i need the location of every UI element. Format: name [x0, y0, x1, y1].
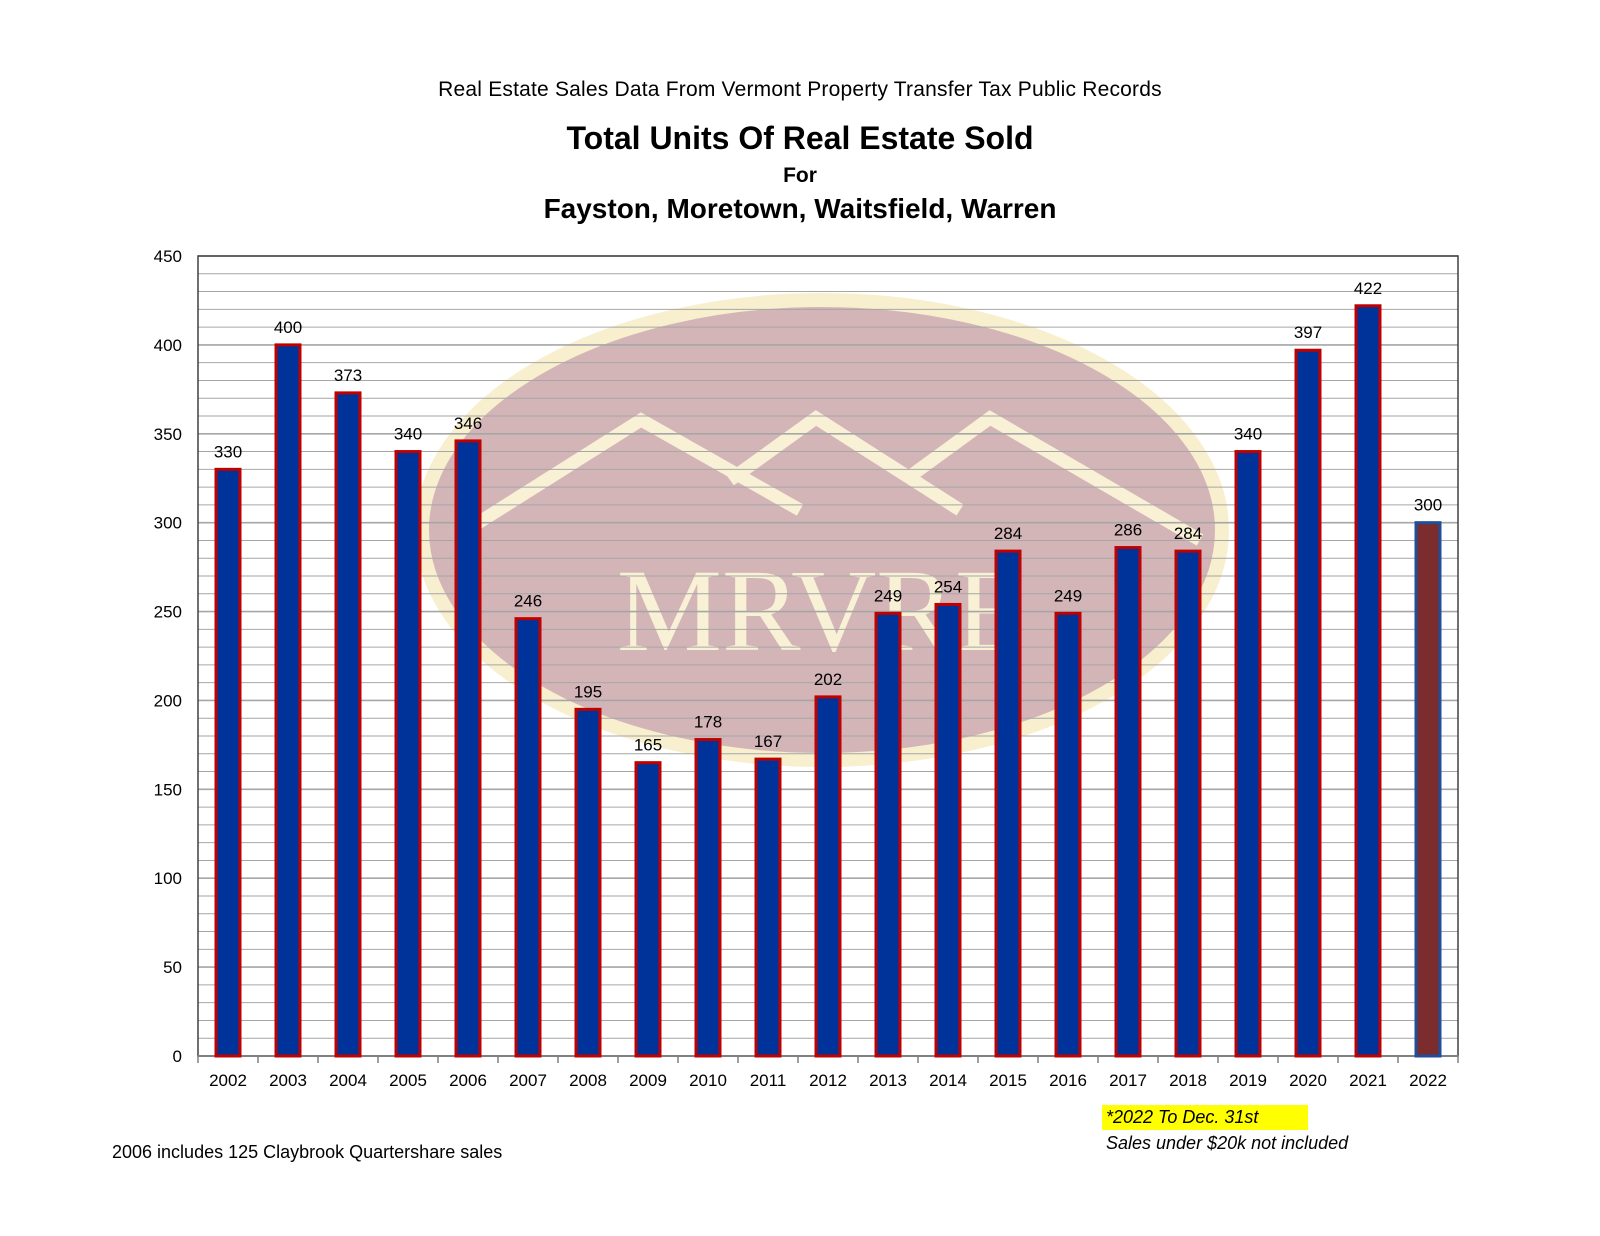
- x-tick-label-2014: 2014: [929, 1071, 967, 1090]
- x-tick-label-2002: 2002: [209, 1071, 247, 1090]
- data-labels: 330 400 373 340 346 246 195 165 178 167 202 249 254 2…: [214, 279, 1442, 755]
- bar-2013: [874, 611, 902, 1058]
- x-tick-label-2009: 2009: [629, 1071, 667, 1090]
- bar-2005: [394, 450, 422, 1058]
- data-label-2016: 249: [1054, 586, 1082, 605]
- data-label-2009: 165: [634, 736, 662, 755]
- x-tick-label-2016: 2016: [1049, 1071, 1087, 1090]
- chart-subtitle-for: For: [783, 164, 817, 187]
- watermark-oval: [415, 293, 1229, 767]
- y-tick-label-50: 50: [163, 958, 182, 977]
- data-label-2019: 340: [1234, 425, 1262, 444]
- y-tick-label-100: 100: [154, 869, 182, 888]
- mrvre-watermark-logo: MRVRE: [415, 293, 1229, 767]
- x-tick-label-2007: 2007: [509, 1071, 547, 1090]
- bar-2004: [334, 391, 362, 1058]
- y-tick-label-400: 400: [154, 336, 182, 355]
- bar-2009: [634, 761, 662, 1058]
- bar-2014: [934, 602, 962, 1058]
- bar-2006: [454, 439, 482, 1058]
- y-tick-label-150: 150: [154, 780, 182, 799]
- bar-2019: [1234, 450, 1262, 1058]
- x-tick-label-2011: 2011: [750, 1071, 787, 1090]
- claybrook-note: 2006 includes 125 Claybrook Quartershare…: [112, 1142, 503, 1162]
- data-label-2012: 202: [814, 670, 842, 689]
- x-tick-label-2004: 2004: [329, 1071, 367, 1090]
- x-tick-label-2008: 2008: [569, 1071, 607, 1090]
- bar-2018: [1174, 549, 1202, 1058]
- bar-2021: [1354, 304, 1382, 1058]
- x-tick-label-2022: 2022: [1409, 1071, 1447, 1090]
- x-tick-label-2015: 2015: [989, 1071, 1027, 1090]
- data-label-2004: 373: [334, 366, 362, 385]
- bar-2008: [574, 707, 602, 1058]
- watermark-text: MRVRE: [617, 545, 1027, 676]
- data-label-2008: 195: [574, 682, 602, 701]
- bar-2020: [1294, 348, 1322, 1058]
- data-label-2005: 340: [394, 425, 422, 444]
- bar-2007: [514, 617, 542, 1058]
- watermark-mountains-icon: [466, 410, 1204, 546]
- bars: [214, 304, 1442, 1058]
- data-label-2018: 284: [1174, 524, 1202, 543]
- chart-subtitle-towns: Fayston, Moretown, Waitsfield, Warren: [543, 193, 1057, 224]
- period-note: *2022 To Dec. 31st: [1102, 1105, 1308, 1130]
- bar-2016: [1054, 611, 1082, 1058]
- data-label-2007: 246: [514, 592, 542, 611]
- y-tick-label-250: 250: [154, 603, 182, 622]
- x-tick-label-2005: 2005: [389, 1071, 427, 1090]
- x-tick-label-2018: 2018: [1169, 1071, 1207, 1090]
- data-label-2022: 300: [1414, 496, 1442, 515]
- x-tick-label-2010: 2010: [689, 1071, 727, 1090]
- bar-2011: [754, 757, 782, 1058]
- data-label-2013: 249: [874, 586, 902, 605]
- x-tick-label-2021: 2021: [1349, 1071, 1387, 1090]
- data-label-2010: 178: [694, 713, 722, 732]
- data-label-2011: 167: [754, 732, 782, 751]
- chart-title: Total Units Of Real Estate Sold: [566, 120, 1034, 156]
- y-tick-label-0: 0: [173, 1047, 182, 1066]
- data-label-2015: 284: [994, 524, 1022, 543]
- y-tick-label-350: 350: [154, 425, 182, 444]
- data-label-2020: 397: [1294, 323, 1322, 342]
- bar-2010: [694, 738, 722, 1058]
- chart-supertitle: Real Estate Sales Data From Vermont Prop…: [438, 78, 1162, 101]
- bar-2002: [214, 467, 242, 1058]
- data-label-2002: 330: [214, 442, 242, 461]
- data-label-2014: 254: [934, 577, 962, 596]
- bar-2003: [274, 343, 302, 1058]
- x-axis-tick-labels: 2002 2003 2004 2005 2006 2007 2008 2009 2010 2011…: [209, 1071, 1447, 1090]
- y-tick-label-300: 300: [154, 514, 182, 533]
- x-tick-label-2017: 2017: [1109, 1071, 1147, 1090]
- y-axis-tick-labels: 0 50 100 150 200 250 300 350 400 450: [154, 247, 182, 1066]
- bar-2012: [814, 695, 842, 1058]
- data-label-2003: 400: [274, 318, 302, 337]
- y-tick-label-200: 200: [154, 691, 182, 710]
- x-tick-label-2012: 2012: [809, 1071, 847, 1090]
- data-label-2021: 422: [1354, 279, 1382, 298]
- bar-2022: [1414, 521, 1442, 1058]
- x-tick-label-2013: 2013: [869, 1071, 907, 1090]
- bar-2017: [1114, 546, 1142, 1058]
- x-tick-label-2020: 2020: [1289, 1071, 1327, 1090]
- data-label-2006: 346: [454, 414, 482, 433]
- bar-2015: [994, 549, 1022, 1058]
- exclusion-note: Sales under $20k not included: [1106, 1133, 1349, 1153]
- x-tick-label-2006: 2006: [449, 1071, 487, 1090]
- x-tick-label-2019: 2019: [1229, 1071, 1267, 1090]
- y-tick-label-450: 450: [154, 247, 182, 266]
- x-tick-label-2003: 2003: [269, 1071, 307, 1090]
- data-label-2017: 286: [1114, 521, 1142, 540]
